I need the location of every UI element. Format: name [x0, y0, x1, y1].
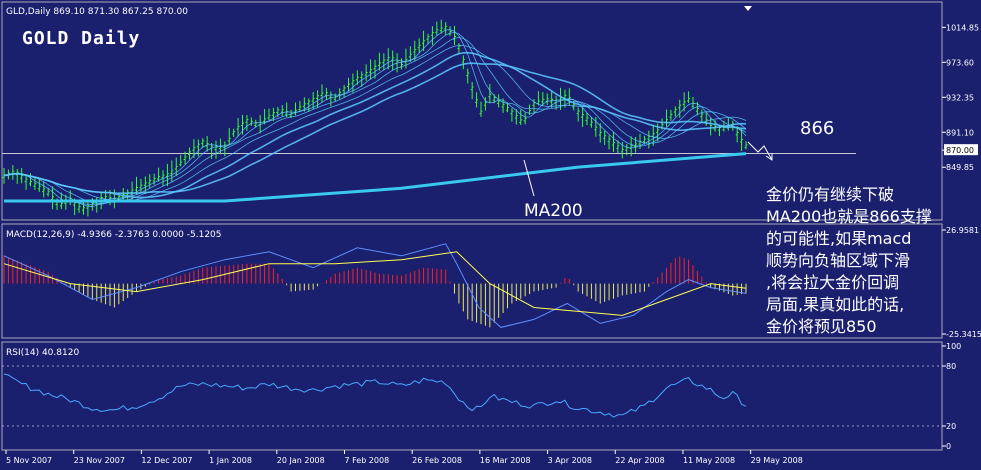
macd-group [3, 243, 747, 328]
price-y-tick-label: 1014.85 [946, 23, 979, 32]
commentary-block: 金价仍有继续下破 MA200也就是866支撑 的可能性,如果macd 顺势向负轴… [766, 185, 932, 336]
moving-average-line [3, 51, 747, 199]
ma200-pointer-line [523, 159, 535, 197]
commentary-line: 的可能性,如果macd [766, 229, 911, 248]
commentary-line: 金价仍有继续下破 [766, 185, 894, 204]
commentary-line: MA200也就是866支撑 [766, 207, 932, 226]
candles-group [2, 19, 748, 217]
y-axis-labels: 849.85 891.10 932.35 973.60 1014.85 870.00 26.… [942, 23, 981, 451]
price-y-tick-label: 932.35 [946, 93, 974, 102]
gold-daily-title: GOLD Daily [22, 28, 140, 49]
level-866-label: 866 [800, 118, 834, 139]
price-y-tick-label: 891.10 [946, 128, 974, 137]
x-axis-date-label: 26 Feb 2008 [412, 456, 462, 465]
commentary-line: ,将会拉大金价回调 [766, 273, 899, 292]
macd-panel-frame [1, 223, 943, 339]
rsi-y-tick-label: 0 [946, 442, 951, 451]
x-axis-labels: 5 Nov 2007 23 Nov 2007 12 Dec 2007 1 Jan 20… [5, 450, 803, 465]
moving-averages-group [3, 29, 747, 208]
projection-arrowhead [765, 153, 773, 161]
commentary-line: 局面,果真如此的话, [766, 295, 904, 314]
ma200-line [4, 152, 747, 203]
current-price-box [944, 144, 978, 156]
rsi-header: RSI(14) 40.8120 [6, 348, 79, 358]
price-y-tick-label: 973.60 [946, 58, 974, 67]
x-axis-date-label: 3 Apr 2008 [548, 456, 592, 465]
x-axis-date-label: 20 Jan 2008 [277, 456, 325, 465]
x-axis-date-label: 5 Nov 2007 [6, 456, 52, 465]
x-axis-date-label: 7 Feb 2008 [344, 456, 389, 465]
rsi-panel-frame [1, 341, 943, 451]
macd-signal-line [3, 251, 747, 316]
x-axis-date-label: 12 Dec 2007 [141, 456, 192, 465]
rsi-y-tick-label: 80 [946, 362, 956, 371]
commentary-line: 金价将预见850 [766, 317, 877, 336]
price-y-tick-label: 849.85 [946, 163, 974, 172]
macd-header: MACD(12,26,9) -4.9366 -2.3763 0.0000 -5.… [6, 230, 222, 240]
x-axis-date-label: 16 Mar 2008 [480, 456, 531, 465]
rsi-group [2, 365, 942, 427]
commentary-line: 顺势向负轴区域下滑 [766, 251, 910, 270]
rsi-y-tick-label: 100 [946, 342, 961, 351]
moving-average-line [3, 29, 747, 208]
macd-line [3, 243, 747, 328]
moving-average-line [3, 32, 747, 205]
macd-y-tick-label: 26.9581 [946, 226, 979, 235]
scroll-marker-icon[interactable] [744, 6, 752, 11]
x-axis-date-label: 1 Jan 2008 [209, 456, 252, 465]
projection-arrow [747, 141, 773, 161]
ohlc-header: GLD,Daily 869.10 871.30 867.25 870.00 [6, 7, 188, 17]
x-axis-date-label: 22 Apr 2008 [615, 456, 664, 465]
current-price-label: 870.00 [946, 146, 974, 155]
x-axis-date-label: 23 Nov 2007 [74, 456, 125, 465]
x-axis-date-label: 29 May 2008 [751, 456, 803, 465]
rsi-y-tick-label: 20 [946, 422, 956, 431]
rsi-line [3, 373, 747, 418]
ma200-label: MA200 [524, 201, 583, 221]
macd-y-tick-label: -25.3415 [946, 330, 981, 339]
price-panel-frame [1, 1, 943, 221]
moving-average-line [3, 62, 747, 194]
x-axis-date-label: 11 May 2008 [683, 456, 735, 465]
